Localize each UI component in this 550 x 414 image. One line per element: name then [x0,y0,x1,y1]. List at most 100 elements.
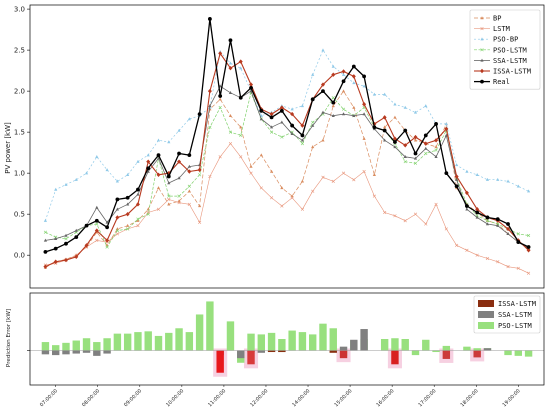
point-bp [300,179,305,183]
point-lstm [383,210,387,215]
point-ssa-lstm [362,112,366,116]
point-issa-lstm [207,88,212,94]
top-legend-box [469,9,541,90]
point-ssa-lstm [54,236,58,240]
bar-pso-lstm [401,339,409,351]
bottom-legend: ISSA-LSTM SSA-LSTM PSO-LSTM [473,295,541,334]
point-bp [167,202,171,206]
series-pso-lstm [43,91,531,249]
point-ssa-lstm [228,90,233,94]
legend-marker-issa-lstm [480,68,484,74]
point-issa-lstm [382,115,387,120]
point-lstm [372,194,376,198]
point-pso-bp [444,122,448,126]
bottom-x-tick-label: 11:00:00 [207,388,227,408]
point-bp [393,115,397,119]
point-bp [239,125,243,129]
point-ssa-lstm [177,176,181,180]
point-issa-lstm [403,143,408,148]
point-lstm [413,212,418,216]
top-y-axis-label: PV power [kW] [4,122,12,174]
point-ssa-lstm [352,113,356,117]
point-issa-lstm [135,202,140,207]
bottom-x-tick-label: 15:00:00 [333,388,353,408]
point-issa-lstm [341,69,346,74]
bottom-x-tick-label: 09:00:00 [123,388,143,408]
point-bp [434,145,438,149]
point-issa-lstm [238,59,243,64]
bar-pso-lstm [123,333,132,351]
point-issa-lstm [197,167,202,173]
legend-label-real: Real [493,78,510,86]
bar-pso-lstm [226,321,235,351]
point-pso-lstm [341,107,346,111]
series-pso-bp [43,48,531,222]
top-y-axis-ticks: 0.0 0.5 1.0 1.5 2.0 2.5 3.0 [14,6,30,260]
point-pso-lstm [177,194,181,198]
point-pso-lstm [239,133,243,138]
point-pso-lstm [136,217,140,221]
point-pso-bp [136,159,140,163]
point-bp [136,218,140,222]
bottom-x-tick-label: 14:00:00 [291,388,311,408]
point-pso-bp [331,64,335,68]
point-lstm [280,204,284,208]
point-pso-bp [84,171,89,175]
bar-issa-lstm [329,350,337,353]
point-pso-bp [506,179,510,183]
point-pso-lstm [146,212,150,216]
point-bp [311,145,315,149]
point-ssa-lstm [290,131,294,135]
bar-pso-lstm [41,342,50,351]
point-ssa-lstm [383,138,387,142]
point-ssa-lstm [115,207,119,211]
bottom-legend-label-ssa-lstm: SSA-LSTM [498,311,532,319]
point-pso-bp [393,102,397,106]
point-bp [198,204,202,208]
point-lstm [311,189,315,193]
point-issa-lstm [506,226,511,232]
bar-pso-lstm [391,338,399,351]
bar-issa-lstm-error [339,350,348,359]
point-ssa-lstm [465,207,469,211]
point-issa-lstm [74,254,79,260]
point-real [64,241,68,246]
point-pso-lstm [95,222,99,226]
point-real [166,174,171,179]
point-bp [126,223,130,227]
bar-pso-lstm [463,346,471,351]
point-real [43,250,48,254]
point-real [208,17,212,21]
point-issa-lstm [351,74,356,79]
point-pso-bp [526,189,531,193]
point-pso-lstm [105,245,109,249]
point-pso-lstm [269,130,274,134]
point-pso-lstm [311,120,315,124]
point-lstm [434,202,438,206]
point-ssa-lstm [321,110,325,114]
point-lstm [362,169,366,174]
bar-ssa-lstm [339,346,348,351]
point-issa-lstm [166,170,171,176]
bar-pso-lstm [411,350,420,356]
bar-issa-lstm-error [247,350,255,365]
legend-marker-bp [480,16,484,20]
point-pso-lstm [198,173,202,177]
bar-ssa-lstm [360,329,368,351]
point-ssa-lstm [444,133,448,137]
bottom-x-tick-label: 07:00:00 [39,388,59,408]
prediction-error-bar-chart: Prediction Error [kW] 07:00:00 08:00:00 09… [6,292,545,408]
point-lstm [115,232,119,236]
point-real [136,187,140,192]
point-pso-lstm [43,230,48,234]
bar-ssa-lstm [237,350,245,359]
point-issa-lstm [43,264,48,269]
legend-label-bp: BP [493,15,501,23]
point-ssa-lstm [167,181,171,185]
point-lstm [321,175,325,179]
point-issa-lstm [187,169,192,174]
point-ssa-lstm [455,177,459,181]
point-real [434,122,438,126]
point-real [310,97,315,102]
top-plot-frame [29,4,545,289]
